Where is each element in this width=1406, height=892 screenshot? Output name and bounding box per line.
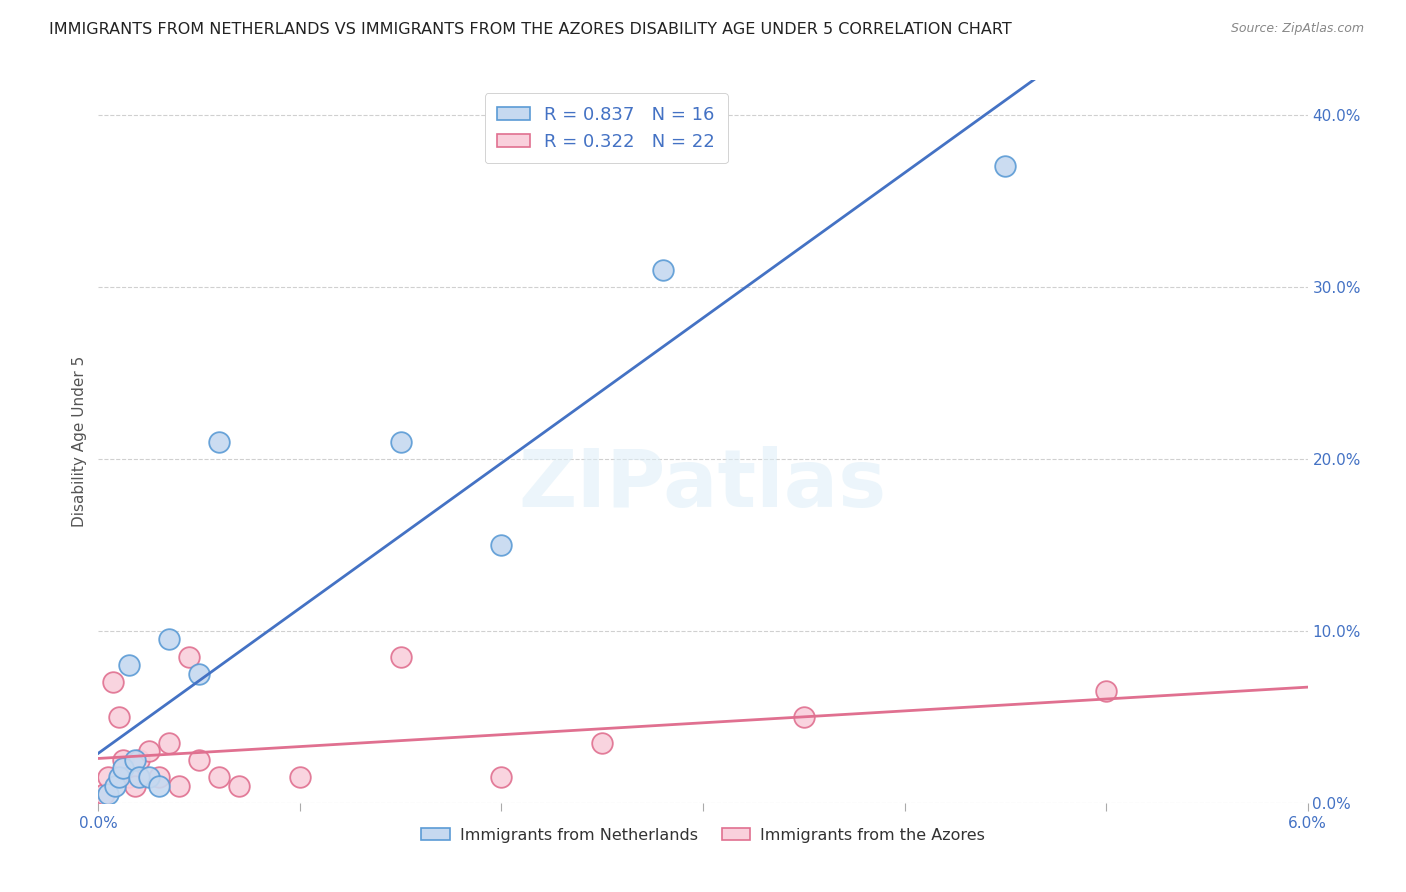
Point	[491, 770, 513, 784]
Point	[138, 744, 160, 758]
Point	[793, 710, 815, 724]
Point	[107, 770, 129, 784]
Point	[179, 649, 201, 664]
Text: Source: ZipAtlas.com: Source: ZipAtlas.com	[1230, 22, 1364, 36]
Point	[167, 779, 190, 793]
Point	[188, 753, 211, 767]
Point	[389, 434, 412, 449]
Point	[103, 779, 125, 793]
Point	[389, 649, 412, 664]
Point	[157, 632, 180, 647]
Point	[208, 770, 231, 784]
Text: IMMIGRANTS FROM NETHERLANDS VS IMMIGRANTS FROM THE AZORES DISABILITY AGE UNDER 5: IMMIGRANTS FROM NETHERLANDS VS IMMIGRANT…	[49, 22, 1012, 37]
Point	[111, 753, 134, 767]
Point	[93, 787, 115, 801]
Text: ZIPatlas: ZIPatlas	[519, 446, 887, 524]
Legend: Immigrants from Netherlands, Immigrants from the Azores: Immigrants from Netherlands, Immigrants …	[415, 822, 991, 849]
Point	[97, 787, 120, 801]
Point	[148, 779, 170, 793]
Point	[188, 666, 211, 681]
Point	[107, 710, 129, 724]
Point	[157, 735, 180, 749]
Point	[128, 770, 150, 784]
Point	[228, 779, 250, 793]
Point	[97, 770, 120, 784]
Point	[111, 761, 134, 775]
Point	[118, 770, 141, 784]
Point	[591, 735, 613, 749]
Point	[138, 770, 160, 784]
Point	[1095, 684, 1118, 698]
Point	[288, 770, 311, 784]
Point	[118, 658, 141, 673]
Point	[124, 753, 146, 767]
Point	[148, 770, 170, 784]
Point	[491, 538, 513, 552]
Point	[101, 675, 124, 690]
Point	[651, 262, 673, 277]
Point	[128, 753, 150, 767]
Point	[124, 779, 146, 793]
Y-axis label: Disability Age Under 5: Disability Age Under 5	[72, 356, 87, 527]
Point	[208, 434, 231, 449]
Point	[994, 159, 1017, 173]
